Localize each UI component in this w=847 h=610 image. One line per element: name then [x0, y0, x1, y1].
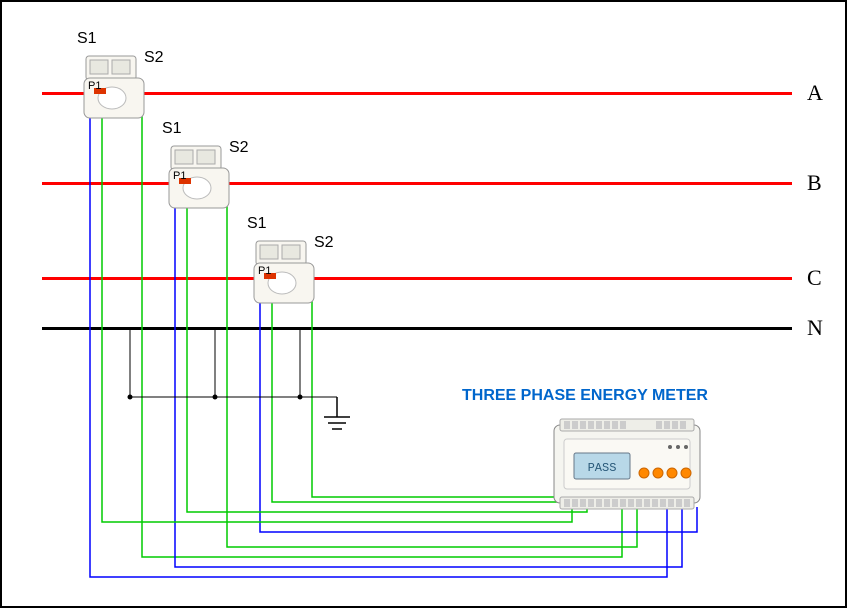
meter-display: PASS: [588, 461, 617, 475]
ct3-p1-label: P1: [258, 265, 271, 277]
phase-line-b: [42, 182, 792, 185]
ct-device-1: S1 S2 P1: [82, 52, 150, 122]
label-b: B: [807, 170, 822, 196]
neutral-line: [42, 327, 792, 330]
ct2-s2-label: S2: [229, 139, 249, 157]
phase-line-c: [42, 277, 792, 280]
label-a: A: [807, 80, 823, 106]
wiring-diagram-canvas: A B C N: [0, 0, 847, 608]
ct-device-2: S1 S2 P1: [167, 142, 235, 212]
ct3-s1-label: S1: [247, 215, 267, 233]
label-n: N: [807, 315, 823, 341]
meter-title: THREE PHASE ENERGY METER: [462, 387, 708, 405]
ct-device-3: S1 S2 P1: [252, 237, 320, 307]
phase-line-a: [42, 92, 792, 95]
label-c: C: [807, 265, 822, 291]
ground-symbol: [324, 397, 350, 429]
ct3-s2-label: S2: [314, 234, 334, 252]
ct1-s1-label: S1: [77, 30, 97, 48]
energy-meter: PASS: [552, 417, 702, 507]
ct1-s2-label: S2: [144, 49, 164, 67]
ct2-p1-label: P1: [173, 170, 186, 182]
ct1-p1-label: P1: [88, 80, 101, 92]
ct2-s1-label: S1: [162, 120, 182, 138]
